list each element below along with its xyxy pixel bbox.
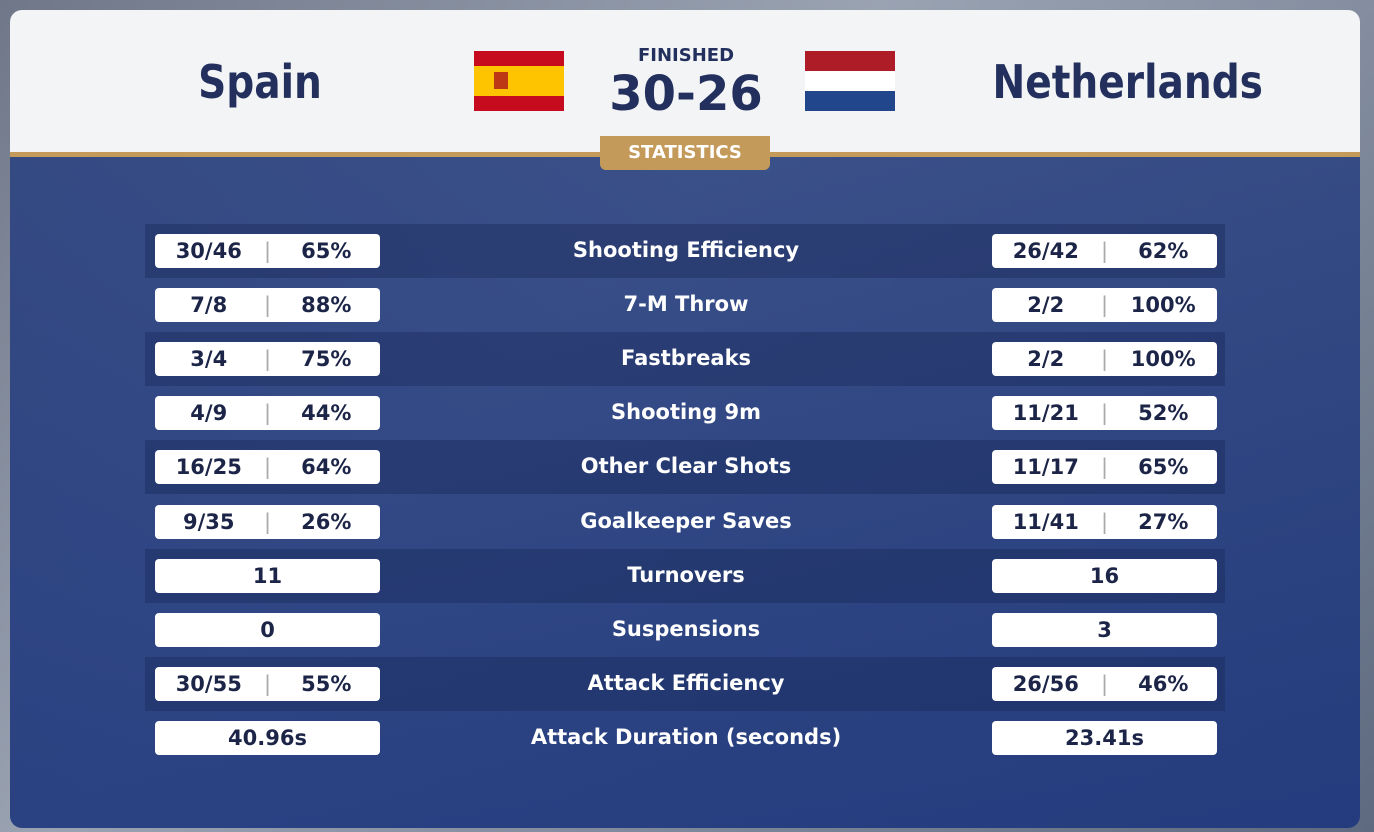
home-stat: 40.96s xyxy=(155,720,380,755)
divider: | xyxy=(1100,509,1109,534)
stat-value: 62% xyxy=(1138,239,1189,263)
divider: | xyxy=(1100,671,1109,696)
away-stat: 23.41s xyxy=(992,720,1217,755)
stat-label: Turnovers xyxy=(627,562,745,587)
away-stat: 16 xyxy=(992,558,1217,593)
divider: | xyxy=(1100,347,1109,372)
divider: | xyxy=(1100,401,1109,426)
stat-value: 16/25 xyxy=(175,455,242,480)
stat-label: Other Clear Shots xyxy=(580,454,792,479)
stat-value: 11/41 xyxy=(1012,509,1079,534)
divider: | xyxy=(263,455,272,480)
divider: | xyxy=(1100,293,1109,318)
spain-flag xyxy=(474,51,564,111)
home-stat: 4/9 | 44% xyxy=(155,396,380,431)
divider: | xyxy=(1100,455,1109,480)
stat-value: 55% xyxy=(301,671,352,696)
stat-value: 11/21 xyxy=(1012,401,1079,426)
stat-value: 100% xyxy=(1130,293,1196,318)
stat-value: 40.96s xyxy=(228,725,307,750)
stat-value: 30/46 xyxy=(175,239,242,263)
stat-label: Shooting Efficiency xyxy=(572,238,800,262)
divider: | xyxy=(263,347,272,372)
stat-value: 65% xyxy=(1138,455,1189,480)
stat-value: 52% xyxy=(1138,401,1189,426)
divider: | xyxy=(263,293,272,318)
stat-value: 44% xyxy=(301,401,352,426)
stat-value: 3 xyxy=(1097,617,1112,642)
stat-value: 65% xyxy=(301,239,352,263)
away-stat: 2/2 | 100% xyxy=(992,342,1217,377)
stat-value: 9/35 xyxy=(182,509,235,534)
stat-label: Attack Duration (seconds) xyxy=(530,724,842,749)
away-stat: 3 xyxy=(992,612,1217,647)
divider: | xyxy=(263,239,272,263)
away-stat: 11/41 | 27% xyxy=(992,504,1217,539)
stat-value: 23.41s xyxy=(1065,725,1144,750)
score: 30-26 xyxy=(609,66,763,122)
match-status: FINISHED xyxy=(637,45,735,66)
stat-label: Attack Efficiency xyxy=(587,670,785,695)
home-stat: 7/8 | 88% xyxy=(155,288,380,323)
stat-value: 16 xyxy=(1089,563,1120,588)
away-stat: 26/56 | 46% xyxy=(992,666,1217,701)
stat-value: 3/4 xyxy=(190,347,228,372)
stat-value: 4/9 xyxy=(190,401,228,426)
home-stat: 0 xyxy=(155,612,380,647)
stat-value: 26% xyxy=(301,509,352,534)
stat-value: 88% xyxy=(301,293,352,318)
stat-label: Suspensions xyxy=(611,616,761,641)
stat-value: 0 xyxy=(260,617,275,642)
divider: | xyxy=(263,671,272,696)
stat-value: 46% xyxy=(1138,671,1189,696)
stat-label: Goalkeeper Saves xyxy=(580,508,792,533)
stat-label: 7-M Throw xyxy=(623,292,749,317)
stat-value: 64% xyxy=(301,455,352,480)
stat-value: 11 xyxy=(252,563,283,588)
home-stat: 9/35 | 26% xyxy=(155,504,380,539)
divider: | xyxy=(263,401,272,426)
home-stat: 30/55 | 55% xyxy=(155,666,380,701)
stat-value: 100% xyxy=(1130,347,1196,372)
stat-label: Shooting 9m xyxy=(611,400,761,425)
away-stat: 26/42 | 62% xyxy=(992,234,1217,268)
stat-value: 26/56 xyxy=(1012,671,1079,696)
away-stat: 11/21 | 52% xyxy=(992,396,1217,431)
away-stat: 2/2 | 100% xyxy=(992,288,1217,323)
stat-value: 30/55 xyxy=(175,671,242,696)
away-stat: 11/17 | 65% xyxy=(992,450,1217,485)
home-stat: 16/25 | 64% xyxy=(155,450,380,485)
stat-value: 27% xyxy=(1138,509,1189,534)
stat-value: 7/8 xyxy=(190,293,228,318)
away-team: Netherlands xyxy=(992,55,1263,109)
divider: | xyxy=(1100,239,1109,263)
stat-label: Fastbreaks xyxy=(620,346,752,371)
stat-value: 11/17 xyxy=(1012,455,1079,480)
statistics-badge: STATISTICS xyxy=(600,136,770,170)
home-stat: 11 xyxy=(155,558,380,593)
home-stat: 3/4 | 75% xyxy=(155,342,380,377)
home-stat: 30/46 | 65% xyxy=(155,234,380,268)
divider: | xyxy=(263,509,272,534)
netherlands-flag xyxy=(805,51,895,111)
home-team: Spain xyxy=(198,55,322,109)
stat-value: 2/2 xyxy=(1027,293,1065,318)
stat-value: 2/2 xyxy=(1027,347,1065,372)
stat-value: 26/42 xyxy=(1012,239,1079,263)
stat-value: 75% xyxy=(301,347,352,372)
